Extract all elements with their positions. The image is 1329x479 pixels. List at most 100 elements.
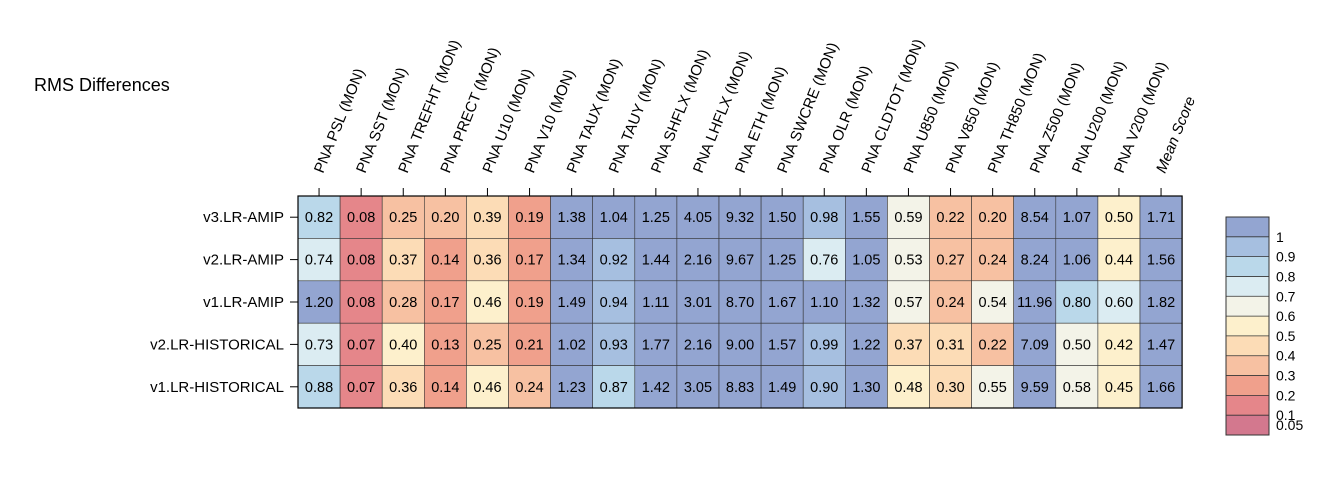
cell-value-label: 9.67 <box>726 253 754 269</box>
colorbar-label: 0.1 <box>1276 407 1296 423</box>
heatmap-cell <box>929 195 972 239</box>
heatmap-cell <box>423 238 467 282</box>
cell-value-label: 3.01 <box>684 295 712 311</box>
cell-value-label: 0.60 <box>1105 295 1133 311</box>
cell-value-label: 1.49 <box>558 295 586 311</box>
column-label: Mean Score <box>1153 94 1199 175</box>
cell-value-label: 2.16 <box>684 337 712 353</box>
cell-value-label: 0.20 <box>431 210 459 226</box>
heatmap-cell <box>339 238 383 282</box>
row-label: v1.LR-AMIP <box>203 294 284 311</box>
cell-value-label: 0.93 <box>600 337 628 353</box>
cell-value-label: 8.70 <box>726 295 754 311</box>
cell-value-label: 0.24 <box>936 295 964 311</box>
cell-value-label: 0.21 <box>515 337 543 353</box>
cell-value-label: 8.54 <box>1021 210 1049 226</box>
heatmap-cell <box>802 365 846 409</box>
cell-value-label: 0.87 <box>600 380 628 396</box>
heatmap-cell <box>760 280 804 324</box>
heatmap-cell <box>718 322 762 366</box>
cell-value-label: 0.57 <box>894 295 922 311</box>
cell-value-label: 0.44 <box>1105 253 1133 269</box>
heatmap-cell <box>1097 365 1141 409</box>
heatmap-cell <box>1013 238 1057 282</box>
heatmap-cell <box>1139 365 1183 409</box>
cell-value-label: 9.32 <box>726 210 754 226</box>
heatmap-cell <box>423 195 467 239</box>
cell-value-label: 0.14 <box>431 253 459 269</box>
cell-value-label: 0.24 <box>515 380 543 396</box>
heatmap-cell <box>508 322 551 366</box>
heatmap-cell <box>466 322 509 366</box>
heatmap-cell <box>1055 322 1099 366</box>
colorbar-label: 0.7 <box>1276 288 1296 304</box>
heatmap-cell <box>887 238 930 282</box>
cell-value-label: 8.24 <box>1021 253 1049 269</box>
cell-value-label: 0.50 <box>1105 210 1133 226</box>
heatmap-cell <box>929 365 972 409</box>
cell-value-label: 1.44 <box>642 253 670 269</box>
cell-value-label: 1.34 <box>558 253 586 269</box>
cell-value-label: 0.54 <box>979 295 1007 311</box>
cell-value-label: 4.05 <box>684 210 712 226</box>
cell-value-label: 0.45 <box>1105 380 1133 396</box>
heatmap-cell <box>802 280 846 324</box>
cell-value-label: 1.50 <box>768 210 796 226</box>
heatmap-cell <box>592 195 636 239</box>
heatmap-cell <box>466 365 509 409</box>
cell-value-label: 1.55 <box>852 210 880 226</box>
cell-value-label: 7.09 <box>1021 337 1049 353</box>
cell-value-label: 1.20 <box>305 295 333 311</box>
cell-value-label: 1.23 <box>558 380 586 396</box>
cell-value-label: 0.99 <box>810 337 838 353</box>
heatmap-cell <box>844 280 888 324</box>
colorbar-label: 0.8 <box>1276 268 1296 284</box>
colorbar-label: 0.2 <box>1276 387 1296 403</box>
colorbar: 1 0.9 0.8 0.7 0.6 0.5 0.4 0.3 0.2 0.10.05 <box>1225 216 1303 436</box>
cell-value-label: 1.30 <box>852 380 880 396</box>
heatmap-cell <box>971 195 1014 239</box>
heatmap-cell <box>381 322 425 366</box>
cell-value-label: 0.92 <box>600 253 628 269</box>
cell-value-label: 0.24 <box>979 253 1007 269</box>
cell-value-label: 1.10 <box>810 295 838 311</box>
cell-value-label: 0.08 <box>347 253 375 269</box>
cell-value-label: 0.36 <box>389 380 417 396</box>
chart-title: RMS Differences <box>34 75 170 95</box>
cell-value-label: 0.55 <box>979 380 1007 396</box>
cell-value-label: 0.50 <box>1063 337 1091 353</box>
cell-value-label: 1.82 <box>1147 295 1175 311</box>
cell-value-label: 0.27 <box>936 253 964 269</box>
cell-value-label: 1.49 <box>768 380 796 396</box>
colorbar-swatch <box>1226 236 1269 257</box>
cell-value-label: 3.05 <box>684 380 712 396</box>
heatmap-cell <box>1097 322 1141 366</box>
heatmap-cell <box>971 280 1014 324</box>
heatmap-cell <box>297 238 341 282</box>
cell-value-label: 1.38 <box>558 210 586 226</box>
cell-value-label: 0.31 <box>936 337 964 353</box>
cell-value-label: 0.74 <box>305 253 333 269</box>
heatmap-cell <box>550 365 593 409</box>
heatmap-cell <box>634 280 678 324</box>
cell-value-label: 0.88 <box>305 380 333 396</box>
row-label: v2.LR-HISTORICAL <box>150 336 284 353</box>
row-label: v1.LR-HISTORICAL <box>150 379 284 396</box>
cell-value-label: 0.30 <box>936 380 964 396</box>
colorbar-swatch <box>1226 296 1269 317</box>
heatmap-cell <box>844 365 888 409</box>
colorbar-label: 0.05 <box>1276 417 1303 433</box>
colorbar-swatch <box>1226 375 1269 396</box>
cell-value-label: 9.00 <box>726 337 754 353</box>
cell-value-label: 1.57 <box>768 337 796 353</box>
cell-value-label: 0.22 <box>979 337 1007 353</box>
heatmap-cell <box>1013 365 1057 409</box>
cell-value-label: 1.71 <box>1147 210 1175 226</box>
cell-value-label: 1.32 <box>852 295 880 311</box>
cell-value-label: 8.83 <box>726 380 754 396</box>
cell-value-label: 1.06 <box>1063 253 1091 269</box>
cell-value-label: 1.67 <box>768 295 796 311</box>
heatmap-cell <box>1055 365 1099 409</box>
heatmap-cell <box>844 238 888 282</box>
